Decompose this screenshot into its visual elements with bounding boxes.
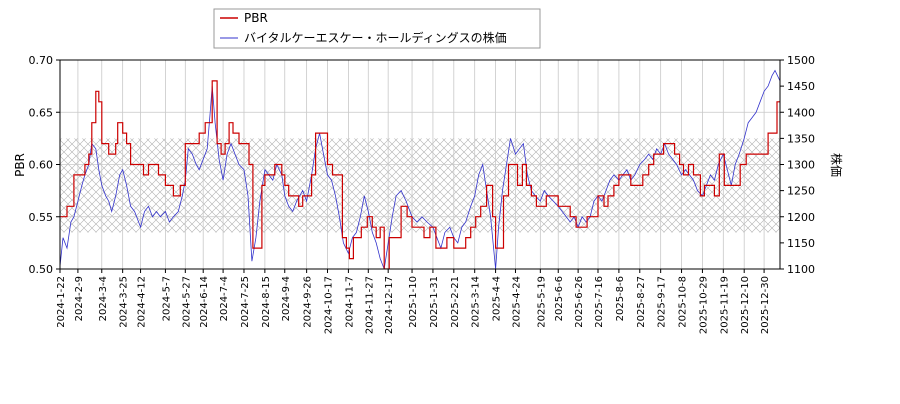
tick-label-x: 2024-5-27 bbox=[181, 276, 192, 328]
tick-label-x: 2025-10-29 bbox=[698, 276, 709, 334]
tick-label-x: 2025-12-30 bbox=[760, 276, 771, 334]
tick-label-x: 2024-5-7 bbox=[161, 276, 172, 321]
tick-label-left: 0.55 bbox=[29, 211, 54, 224]
tick-label-x: 2024-11-7 bbox=[344, 276, 355, 328]
legend: PBR バイタルケーエスケー・ホールディングスの株価 bbox=[213, 8, 541, 49]
tick-label-right: 1500 bbox=[787, 54, 815, 67]
tick-label-x: 2024-8-15 bbox=[261, 276, 272, 328]
legend-label-price: バイタルケーエスケー・ホールディングスの株価 bbox=[244, 30, 507, 45]
legend-box bbox=[213, 8, 541, 49]
tick-label-x: 2024-7-4 bbox=[219, 276, 230, 321]
tick-label-x: 2025-6-6 bbox=[554, 276, 565, 321]
tick-label-x: 2024-9-26 bbox=[303, 276, 314, 328]
tick-label-x: 2025-7-16 bbox=[594, 276, 605, 328]
grid bbox=[59, 59, 780, 270]
tick-label-right: 1150 bbox=[787, 237, 815, 250]
tick-label-right: 1250 bbox=[787, 185, 815, 198]
tick-label-x: 2025-12-10 bbox=[740, 276, 751, 334]
ticks-left: 0.50 0.55 0.60 0.65 0.70 bbox=[29, 54, 60, 276]
y-axis-label-left: PBR bbox=[13, 153, 27, 177]
tick-label-x: 2025-8-27 bbox=[636, 276, 647, 328]
tick-label-x: 2024-7-25 bbox=[240, 276, 251, 328]
tick-label-left: 0.50 bbox=[29, 263, 54, 276]
tick-label-x: 2024-2-9 bbox=[74, 276, 85, 321]
tick-label-left: 0.60 bbox=[29, 159, 54, 172]
tick-label-x: 2025-11-19 bbox=[719, 276, 730, 334]
series-layer bbox=[60, 69, 780, 269]
tick-label-x: 2025-10-8 bbox=[678, 276, 689, 328]
tick-label-x: 2024-1-22 bbox=[56, 276, 67, 328]
y-axis-label-right: 株価 bbox=[829, 153, 844, 177]
tick-label-right: 1200 bbox=[787, 211, 815, 224]
tick-label-right: 1300 bbox=[787, 159, 815, 172]
tick-label-x: 2025-3-14 bbox=[471, 276, 482, 328]
tick-label-x: 2025-1-31 bbox=[429, 276, 440, 328]
tick-label-x: 2024-10-17 bbox=[324, 276, 335, 334]
tick-label-x: 2024-9-4 bbox=[281, 276, 292, 321]
tick-label-left: 0.70 bbox=[29, 54, 54, 67]
tick-label-x: 2024-3-25 bbox=[119, 276, 130, 328]
ticks-right: 1100 1150 1200 1250 1300 1350 1400 1450 1500 bbox=[780, 54, 815, 276]
tick-label-x: 2025-9-17 bbox=[657, 276, 668, 328]
tick-label-x: 2025-8-6 bbox=[615, 276, 626, 321]
tick-label-x: 2025-1-10 bbox=[408, 276, 419, 328]
tick-label-x: 2024-11-27 bbox=[364, 276, 375, 334]
tick-label-x: 2024-4-12 bbox=[137, 276, 148, 328]
legend-label-pbr: PBR bbox=[244, 11, 268, 25]
tick-label-right: 1350 bbox=[787, 132, 815, 145]
tick-label-x: 2025-5-19 bbox=[536, 276, 547, 328]
tick-label-x: 2024-3-4 bbox=[98, 276, 109, 321]
tick-label-x: 2024-12-17 bbox=[384, 276, 395, 334]
series-line-pbr bbox=[60, 80, 780, 269]
tick-label-x: 2024-6-14 bbox=[199, 276, 210, 328]
tick-label-right: 1100 bbox=[787, 263, 815, 276]
tick-label-x: 2025-2-21 bbox=[450, 276, 461, 328]
tick-label-x: 2025-6-26 bbox=[574, 276, 585, 328]
tick-label-x: 2025-4-24 bbox=[511, 276, 522, 328]
series-line-price bbox=[60, 69, 780, 269]
ticks-x: 2024-1-22 2024-2-9 2024-3-4 2024-3-25 2024-4… bbox=[56, 269, 771, 334]
tick-label-x: 2025-4-4 bbox=[492, 276, 503, 321]
tick-label-right: 1450 bbox=[787, 80, 815, 93]
tick-label-left: 0.65 bbox=[29, 106, 54, 119]
tick-label-right: 1400 bbox=[787, 106, 815, 119]
